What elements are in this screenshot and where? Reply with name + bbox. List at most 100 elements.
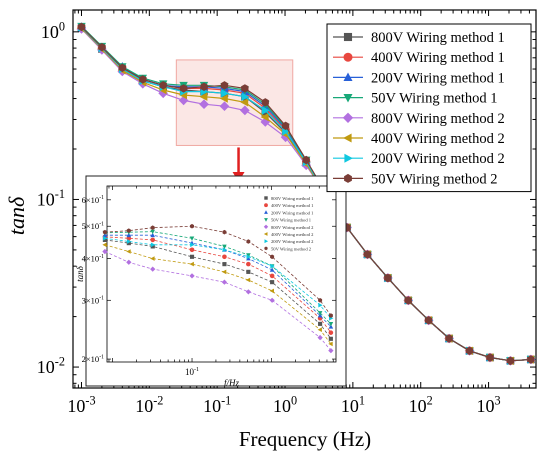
inset-data-point bbox=[221, 279, 228, 285]
inset-data-point bbox=[269, 273, 275, 279]
data-point bbox=[221, 89, 230, 98]
inset-data-point bbox=[328, 324, 334, 329]
inset-legend-marker bbox=[263, 224, 269, 229]
legend-marker bbox=[343, 72, 353, 81]
x-tick-label: 10-2 bbox=[135, 393, 163, 416]
legend-marker bbox=[343, 52, 353, 62]
inset-data-point bbox=[317, 327, 322, 332]
inset-legend-label: 400V Wiring method 1 bbox=[271, 203, 314, 208]
data-point bbox=[280, 132, 291, 143]
inset-data-point bbox=[270, 263, 275, 269]
inset-legend-marker bbox=[264, 246, 268, 251]
data-point bbox=[282, 127, 291, 136]
inset-legend-label: 800V Wiring method 1 bbox=[271, 196, 314, 201]
inset-data-point bbox=[328, 330, 334, 335]
inset-series-6 bbox=[102, 242, 333, 347]
inset-data-point bbox=[222, 247, 227, 253]
inset-data-point bbox=[102, 237, 107, 242]
y-tick-label: 10-2 bbox=[37, 354, 65, 377]
data-point bbox=[77, 22, 86, 32]
inset-legend-marker bbox=[264, 218, 268, 222]
data-point bbox=[98, 43, 106, 52]
inset-data-point bbox=[126, 236, 132, 241]
inset-data-point bbox=[127, 239, 132, 244]
inset-legend-entry: 200V Wiring method 1 bbox=[264, 210, 314, 215]
inset-data-point bbox=[269, 288, 274, 294]
legend-label: 200V Wiring method 1 bbox=[371, 70, 505, 86]
inset-legend-marker bbox=[264, 203, 268, 208]
data-point bbox=[404, 296, 412, 305]
data-point bbox=[240, 105, 250, 116]
legend-marker bbox=[343, 32, 353, 42]
inset-data-point bbox=[102, 242, 107, 248]
inset-legend-label: 50V Wiring method 1 bbox=[271, 218, 312, 223]
inset-legend-entry: 400V Wiring method 2 bbox=[263, 232, 314, 237]
x-axis-label: Frequency (Hz) bbox=[239, 427, 371, 451]
y-axis-label: tanδ bbox=[4, 196, 29, 235]
inset-data-point bbox=[328, 313, 333, 318]
legend-label: 200V Wiring method 2 bbox=[371, 151, 505, 167]
data-point bbox=[180, 84, 188, 93]
inset-frame bbox=[106, 185, 337, 363]
data-point bbox=[445, 334, 453, 343]
inset-data-point bbox=[189, 236, 195, 241]
inset-legend-entry: 50V Wiring method 1 bbox=[264, 218, 312, 223]
inset-data-point bbox=[189, 261, 194, 267]
inset-legend-entry: 200V Wiring method 2 bbox=[264, 239, 314, 244]
inset-data-point bbox=[246, 254, 251, 260]
inset-data-point bbox=[246, 269, 251, 274]
legend-entry: 800V Wiring method 2 bbox=[333, 111, 505, 127]
inset-data-point bbox=[150, 244, 155, 249]
data-point bbox=[486, 353, 494, 362]
data-point bbox=[199, 92, 208, 101]
data-point bbox=[506, 356, 515, 365]
inset-data-point bbox=[328, 348, 334, 354]
y-tick-label: 10-1 bbox=[37, 187, 65, 210]
inset-data-point bbox=[317, 334, 323, 341]
data-point bbox=[241, 84, 249, 93]
inset-legend-label: 200V Wiring method 2 bbox=[271, 239, 314, 244]
legend-marker bbox=[344, 173, 352, 183]
data-point bbox=[220, 81, 229, 90]
data-point bbox=[260, 117, 271, 127]
inset-data-point bbox=[318, 298, 323, 303]
x-tick-label: 10-1 bbox=[203, 393, 231, 416]
inset-data-point bbox=[150, 225, 155, 230]
inset-data-point bbox=[150, 229, 155, 235]
data-point bbox=[139, 75, 147, 84]
legend-label: 50V Wiring method 1 bbox=[371, 91, 498, 107]
inset-data-point bbox=[103, 236, 108, 241]
inset-data-point bbox=[269, 267, 275, 272]
legend-label: 50V Wiring method 2 bbox=[371, 171, 498, 187]
data-point bbox=[425, 316, 433, 325]
inset-data-point bbox=[245, 289, 251, 295]
inset-data-point bbox=[126, 241, 131, 246]
inset-legend-entry: 800V Wiring method 2 bbox=[263, 224, 314, 230]
inset-data-point bbox=[270, 254, 275, 260]
legend-box bbox=[326, 23, 532, 193]
inset-data-point bbox=[221, 269, 227, 275]
inset-data-point bbox=[222, 229, 227, 235]
inset-data-point bbox=[328, 341, 333, 347]
inset-data-point bbox=[245, 277, 251, 283]
x-tick-label: 100 bbox=[273, 393, 297, 416]
inset-data-point bbox=[222, 262, 227, 267]
inset-legend-marker bbox=[264, 239, 269, 244]
inset-data-point bbox=[270, 280, 275, 285]
inset-data-point bbox=[189, 254, 195, 259]
x-tick-label: 102 bbox=[409, 393, 433, 416]
inset-y-tick-label: 5×10-1 bbox=[82, 221, 104, 231]
data-point bbox=[465, 346, 474, 355]
inset-data-point bbox=[126, 259, 132, 265]
legend-entry: 400V Wiring method 2 bbox=[333, 131, 505, 147]
inset-y-tick-label: 2×10-1 bbox=[82, 354, 104, 364]
inset-legend-label: 50V Wiring method 2 bbox=[271, 246, 312, 251]
data-point bbox=[219, 94, 228, 103]
inset-x-axis-label: f/Hz bbox=[224, 378, 240, 388]
inset-data-point bbox=[102, 229, 107, 235]
inset-legend-entry: 50V Wiring method 2 bbox=[264, 246, 312, 251]
inset-data-point bbox=[150, 266, 156, 272]
inset-legend-label: 400V Wiring method 2 bbox=[271, 232, 314, 237]
inset-legend-label: 200V Wiring method 1 bbox=[271, 210, 314, 215]
legend-entry: 200V Wiring method 2 bbox=[333, 151, 505, 167]
